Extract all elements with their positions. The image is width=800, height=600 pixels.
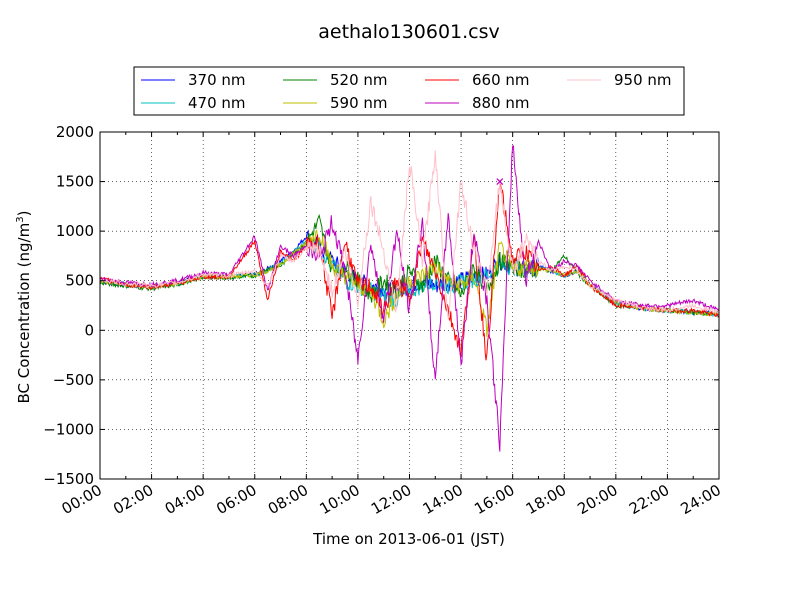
- legend: 370 nm 470 nm 520 nm 590 nm 660 nm 880 nm 950 …: [133, 66, 685, 116]
- series-marker: [496, 178, 504, 185]
- legend-label: 590 nm: [330, 94, 388, 112]
- legend-label: 370 nm: [188, 71, 246, 89]
- legend-label: 880 nm: [472, 94, 530, 112]
- y-tick-label: −1500: [43, 470, 94, 488]
- tick-layer: 00:00 02:00 04:00 06:00 08:00 10:00 12:00 14:00…: [43, 123, 724, 518]
- legend-label: 520 nm: [330, 71, 388, 89]
- y-axis-label-main: BC Concentration (ng/m: [15, 223, 33, 404]
- plot-border: [99, 131, 720, 480]
- y-axis-label-superscript: 3: [15, 216, 26, 222]
- y-axis-label: BC Concentration (ng/m3): [15, 211, 33, 404]
- legend-label: 950 nm: [614, 71, 672, 89]
- series-line-470-nm: [99, 235, 720, 318]
- y-tick-label: 500: [65, 272, 94, 290]
- y-tick-label: 0: [84, 321, 94, 339]
- legend-label: 660 nm: [472, 71, 530, 89]
- series-layer: [99, 145, 720, 452]
- x-axis-label: Time on 2013-06-01 (JST): [312, 530, 505, 548]
- y-tick-label: 1500: [56, 173, 94, 191]
- series-line-950-nm: [99, 150, 720, 319]
- y-tick-label: 1000: [56, 222, 94, 240]
- chart-title: aethalo130601.csv: [318, 21, 500, 43]
- y-axis-label-end: ): [15, 211, 33, 217]
- legend-label: 470 nm: [188, 94, 246, 112]
- y-tick-label: −500: [53, 371, 94, 389]
- y-tick-label: −1000: [43, 420, 94, 438]
- legend-box: [133, 66, 685, 116]
- y-tick-label: 2000: [56, 123, 94, 141]
